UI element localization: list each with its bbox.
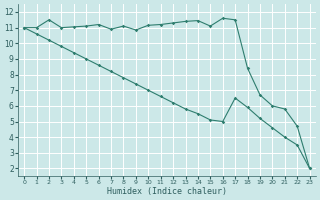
X-axis label: Humidex (Indice chaleur): Humidex (Indice chaleur) bbox=[107, 187, 227, 196]
